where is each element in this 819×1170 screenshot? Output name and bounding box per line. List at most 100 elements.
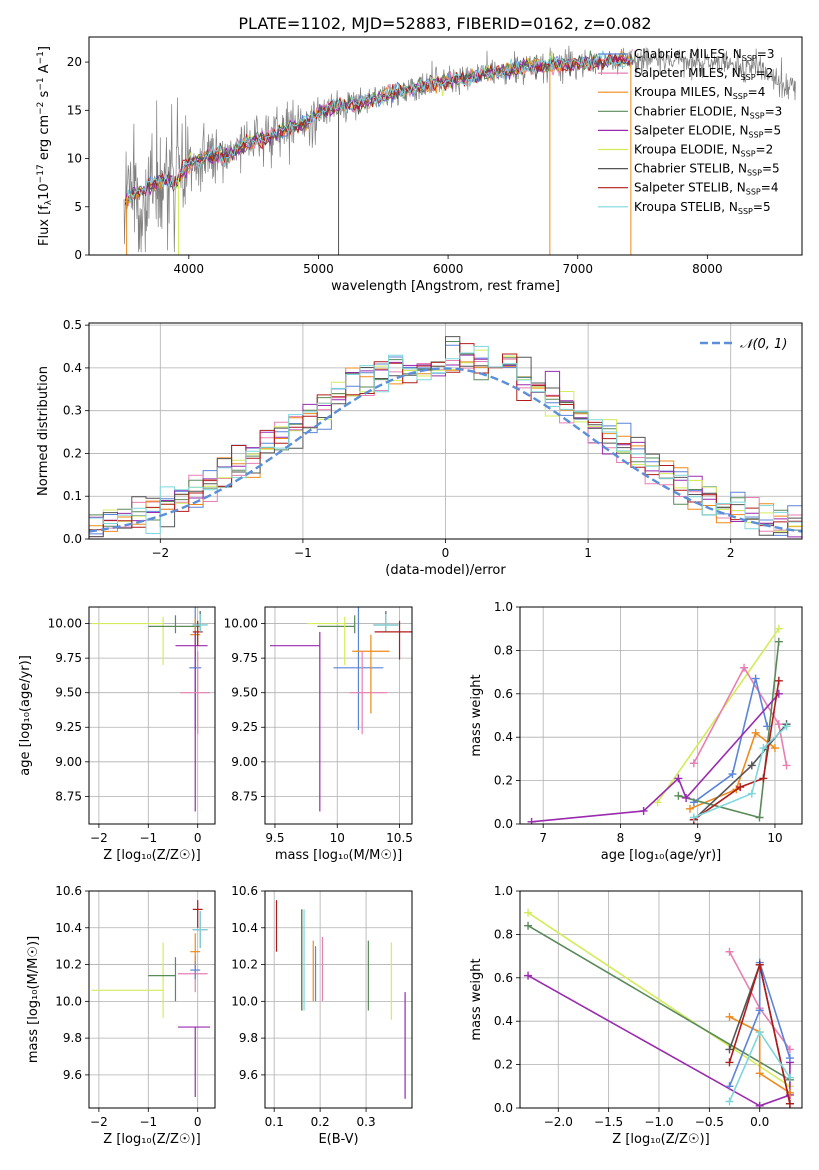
plot-area: [524, 908, 794, 1108]
legend-series-name: Kroupa STELIB: [634, 200, 721, 214]
y-tick-label: 0.8: [494, 927, 513, 941]
legend: Chabrier MILES, NSSP=3 Salpeter MILES, NS…: [598, 47, 782, 216]
grid: [265, 607, 412, 824]
weight-line-kroupa-stelib: [693, 725, 788, 819]
x-tick-label: 0.3: [357, 1115, 376, 1129]
weight-marker: [759, 744, 768, 753]
weight-marker: [759, 774, 768, 783]
weight-marker: [782, 722, 791, 731]
y-tick-label: 9.8: [63, 1031, 82, 1045]
model-spectrum-chabrier-miles: [124, 53, 633, 205]
y-tick-label: 10.6: [55, 884, 82, 898]
y-tick-label: 0.6: [494, 971, 513, 985]
y-tick-label: 8.75: [55, 789, 82, 803]
weight-marker: [747, 789, 756, 798]
y-tick-label: 0: [74, 248, 82, 262]
y-tick-label: 0.6: [494, 687, 513, 701]
weight-marker: [725, 1097, 734, 1106]
legend-prefix: N: [739, 123, 748, 137]
weight-marker: [740, 663, 749, 672]
axes: 4000 5000 6000 7000 8000 0 5 10 15 20 wavelength […: [36, 36, 803, 294]
panel-age_vs_mass: 9.5 10 10.5 8.75 9.00 9.25 9.50 9.75 10.00 mass […: [224, 606, 413, 863]
weight-marker: [785, 1054, 794, 1063]
y-tick-label: 0.0: [494, 817, 513, 831]
legend-prefix: N: [733, 47, 742, 61]
y-tick-label: 9.50: [231, 686, 258, 700]
y-tick-label: 0.1: [63, 489, 82, 503]
weight-marker: [524, 908, 533, 917]
legend-label: 𝒩(0, 1): [740, 337, 787, 352]
legend-sub: SSP: [741, 73, 756, 82]
model-spectrum-chabrier-stelib: [124, 53, 633, 205]
legend-series-name: Kroupa ELODIE: [634, 143, 724, 157]
x-tick-label: 9.5: [265, 831, 284, 845]
x-tick-label: −2: [90, 831, 108, 845]
axes-frame: [264, 890, 413, 1109]
x-axis-label: (data-model)/error: [385, 563, 506, 578]
axes: −2.0 −1.5 −1.0 −0.5 0.0 0.0 0.2 0.4 0.6 0.8 1.0 Z […: [469, 884, 803, 1147]
weight-marker: [755, 1069, 764, 1078]
weight-marker: [751, 728, 760, 737]
legend-series-name: Chabrier ELODIE: [634, 104, 733, 118]
y-axis-label-part: λ: [44, 199, 54, 205]
model-spectrum-chabrier-elodie: [124, 50, 633, 210]
y-tick-label: 10.2: [231, 958, 258, 972]
legend-label: Salpeter MILES, NSSP=2: [634, 66, 773, 82]
y-axis-label: Normed distribution: [36, 366, 51, 496]
figure-title: PLATE=1102, MJD=52883, FIBERID=0162, z=0…: [238, 14, 651, 33]
weight-line-chabrier-elodie: [678, 641, 780, 819]
x-tick-label: 9: [694, 831, 702, 845]
legend: 𝒩(0, 1): [700, 337, 787, 352]
y-tick-label: 10.0: [231, 994, 258, 1008]
weight-marker: [785, 1073, 794, 1082]
y-axis-label-part: ]: [37, 46, 52, 51]
x-tick-label: 8: [617, 831, 625, 845]
legend-prefix: N: [732, 66, 741, 80]
plot-area: [89, 336, 802, 538]
y-tick-label: 9.8: [239, 1031, 258, 1045]
y-tick-label: 0.0: [494, 1101, 513, 1115]
y-axis-label-part: erg cm: [37, 115, 52, 164]
histogram-chabrier-stelib: [89, 336, 802, 538]
legend-nssp: 2: [766, 143, 774, 157]
legend-nssp: 2: [766, 66, 774, 80]
legend-prefix: N: [724, 85, 733, 99]
y-tick-label: 9.25: [231, 720, 258, 734]
weight-marker: [725, 947, 734, 956]
x-axis-label: Z [log₁₀(Z/Z☉)]: [612, 1132, 709, 1147]
x-tick-label: −2.0: [544, 1115, 573, 1129]
weight-marker: [755, 960, 764, 969]
weight-line-kroupa-miles: [689, 731, 776, 810]
legend-sub: SSP: [747, 169, 762, 178]
weight-marker: [674, 791, 683, 800]
x-tick-label: 7: [539, 831, 547, 845]
weight-marker: [725, 1012, 734, 1021]
x-tick-label: −0.5: [695, 1115, 724, 1129]
x-tick-label: 0: [194, 1115, 202, 1129]
model-spectrum-salpeter-stelib: [124, 52, 633, 205]
legend-prefix: N: [732, 143, 741, 157]
y-tick-label: 9.6: [239, 1068, 258, 1082]
legend-series-name: Salpeter ELODIE: [634, 123, 732, 137]
legend-series-name: Chabrier MILES: [634, 47, 725, 61]
y-tick-label: 0.8: [494, 643, 513, 657]
weight-marker: [774, 624, 783, 633]
x-tick-label: −1: [139, 831, 157, 845]
weight-marker: [755, 813, 764, 822]
y-tick-label: 1.0: [494, 600, 513, 614]
y-tick-label: 15: [67, 103, 82, 117]
weight-marker: [747, 761, 756, 770]
axes-frame: [88, 890, 216, 1109]
legend-sub: SSP: [741, 150, 756, 159]
legend-sub: SSP: [742, 54, 757, 63]
weight-marker: [755, 1006, 764, 1015]
legend-label: Kroupa STELIB, NSSP=5: [634, 200, 771, 216]
y-tick-label: 20: [67, 55, 82, 69]
y-tick-label: 10.2: [55, 958, 82, 972]
axes: −2 −1 0 8.75 9.00 9.25 9.50 9.75 10.00 Z [log₁₀(Z…: [18, 606, 216, 863]
y-axis-label: Flux [fλ10−17 erg cm−2 s−1 A−1]: [36, 46, 54, 246]
weight-marker: [785, 1099, 794, 1108]
y-tick-label: 9.00: [55, 755, 82, 769]
y-tick-label: 9.00: [231, 755, 258, 769]
x-tick-label: 0: [194, 831, 202, 845]
